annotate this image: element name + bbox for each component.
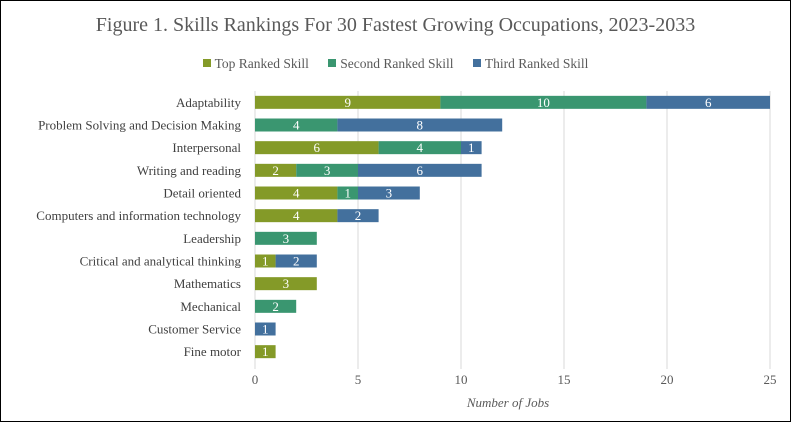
data-label: 3 [283,231,290,246]
bar-segment[interactable] [255,163,297,177]
category-label: Mathematics [174,276,241,291]
bar-segment[interactable] [255,95,441,109]
gridlines [254,91,771,369]
data-label: 2 [272,299,279,314]
x-tick-label-5: 5 [355,372,362,387]
category-label: Adaptability [176,95,241,110]
bar-segment[interactable] [255,118,338,132]
bar-segment[interactable] [255,209,338,223]
bar-segment[interactable] [378,141,461,155]
data-label: 2 [293,254,300,269]
x-tick-label-10: 10 [455,372,468,387]
data-label: 4 [293,118,300,133]
bar-segment[interactable] [337,118,503,132]
bar-segment[interactable] [255,141,379,155]
data-label: 1 [262,322,269,337]
data-label: 2 [272,163,279,178]
legend-label-top: Top Ranked Skill [214,56,309,71]
x-axis-label: Number of Jobs [466,395,549,410]
data-label: 1 [344,186,351,201]
data-label: 4 [417,140,424,155]
bar-segment[interactable] [358,186,420,200]
bar-segment[interactable] [255,277,317,291]
data-label: 3 [324,163,331,178]
category-label: Leadership [183,231,241,246]
x-tick-labels: 0 5 10 15 20 25 [252,372,777,387]
data-label: 1 [262,344,269,359]
data-label: 8 [417,118,424,133]
bar-segment[interactable] [337,186,358,200]
bar-segment[interactable] [255,299,297,313]
category-label: Writing and reading [137,163,242,178]
data-label: 1 [468,140,475,155]
x-tick-label-0: 0 [252,372,259,387]
category-label: Computers and information technology [36,208,241,223]
data-label: 4 [293,208,300,223]
bar-segment[interactable] [358,163,482,177]
category-label: Interpersonal [172,140,241,155]
data-label: 6 [417,163,424,178]
chart-title: Figure 1. Skills Rankings For 30 Fastest… [95,14,696,36]
category-label: Detail oriented [163,186,241,201]
x-tick-label-20: 20 [661,372,674,387]
data-label: 3 [386,186,393,201]
legend-label-second: Second Ranked Skill [340,56,454,71]
legend-swatch-third [472,59,481,67]
data-label: 1 [262,254,269,269]
category-label: Problem Solving and Decision Making [38,118,241,133]
data-label: 9 [344,95,351,110]
bar-segment[interactable] [275,254,317,268]
legend-swatch-second [328,59,337,67]
bar-segment[interactable] [255,322,276,336]
chart-legend: Top Ranked Skill Second Ranked Skill Thi… [1,56,790,72]
data-label: 2 [355,208,362,223]
bar-segment[interactable] [296,163,358,177]
bar-segment[interactable] [440,95,647,109]
category-label: Critical and analytical thinking [80,254,242,269]
category-label: Customer Service [148,322,241,337]
category-label: Mechanical [180,299,241,314]
bar-segment[interactable] [646,95,770,109]
data-label: 6 [705,95,712,110]
legend-label-third: Third Ranked Skill [484,56,589,71]
data-label: 10 [537,95,550,110]
bar-segment[interactable] [255,254,276,268]
legend-item-second[interactable]: Second Ranked Skill [328,56,454,72]
data-label: 3 [283,276,290,291]
legend-item-top[interactable]: Top Ranked Skill [202,56,309,72]
category-labels: Adaptability Problem Solving and Decision… [36,95,241,359]
x-tick-label-25: 25 [764,372,777,387]
bar-segment[interactable] [461,141,482,155]
legend-item-third[interactable]: Third Ranked Skill [472,56,589,72]
bar-segment[interactable] [255,345,276,359]
bar-segment[interactable] [255,231,317,245]
data-label: 6 [314,140,321,155]
bar-segment[interactable] [255,186,338,200]
data-label: 4 [293,186,300,201]
category-label: Fine motor [184,344,242,359]
x-tick-label-15: 15 [558,372,571,387]
legend-swatch-top [202,59,211,67]
bar-segment[interactable] [337,209,379,223]
